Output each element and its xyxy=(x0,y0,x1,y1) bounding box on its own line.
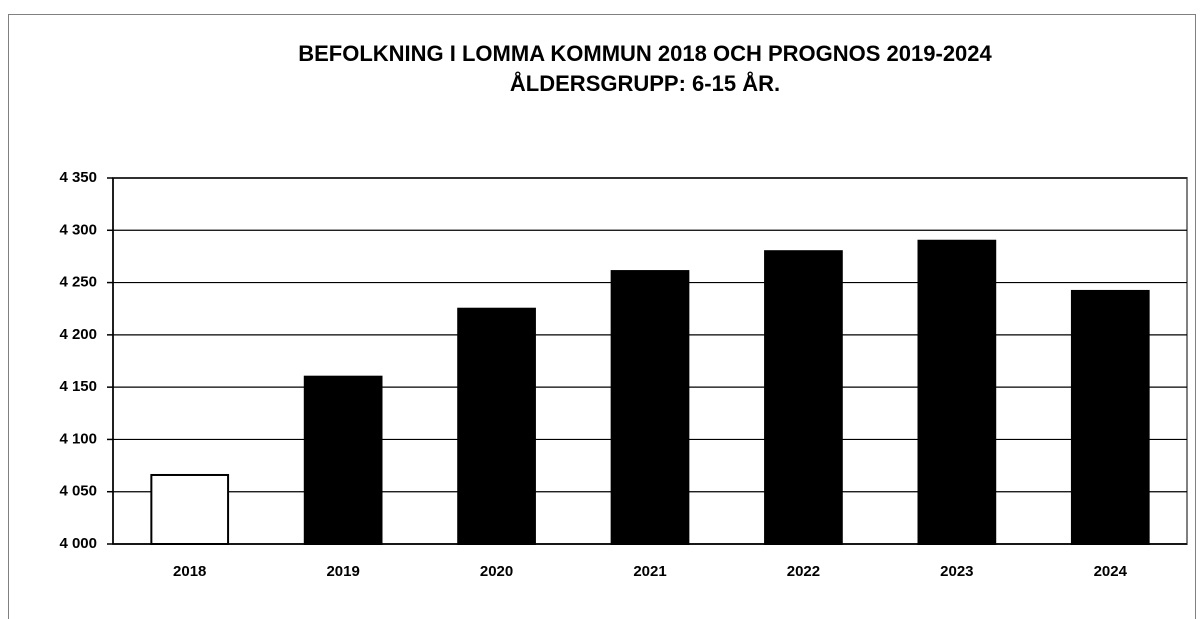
bar xyxy=(303,375,383,545)
bar xyxy=(764,250,843,545)
bar xyxy=(610,270,690,545)
bar xyxy=(150,473,230,545)
y-tick-label: 4 100 xyxy=(59,430,97,447)
x-tick-label: 2023 xyxy=(940,563,973,580)
y-tick-label: 4 200 xyxy=(59,326,97,343)
x-tick-label: 2024 xyxy=(1094,563,1128,580)
x-tick-label: 2022 xyxy=(787,563,820,580)
bar xyxy=(1070,289,1150,545)
y-tick-label: 4 050 xyxy=(59,483,97,500)
bar xyxy=(457,307,536,546)
chart-title: BEFOLKNING I LOMMA KOMMUN 2018 OCH PROGN… xyxy=(298,41,992,66)
y-tick-label: 4 300 xyxy=(59,221,97,238)
y-tick-label: 4 150 xyxy=(59,378,97,395)
chart-frame xyxy=(8,14,1196,619)
bar xyxy=(917,239,997,545)
y-tick-label: 4 250 xyxy=(59,274,97,291)
x-tick-label: 2021 xyxy=(633,563,666,580)
x-tick-label: 2018 xyxy=(173,563,206,580)
x-tick-label: 2019 xyxy=(326,563,359,580)
x-tick-label: 2020 xyxy=(480,563,513,580)
y-tick-label: 4 350 xyxy=(59,169,97,186)
chart-subtitle: ÅLDERSGRUPP: 6-15 ÅR. xyxy=(510,70,780,96)
y-tick-label: 4 000 xyxy=(59,535,97,552)
